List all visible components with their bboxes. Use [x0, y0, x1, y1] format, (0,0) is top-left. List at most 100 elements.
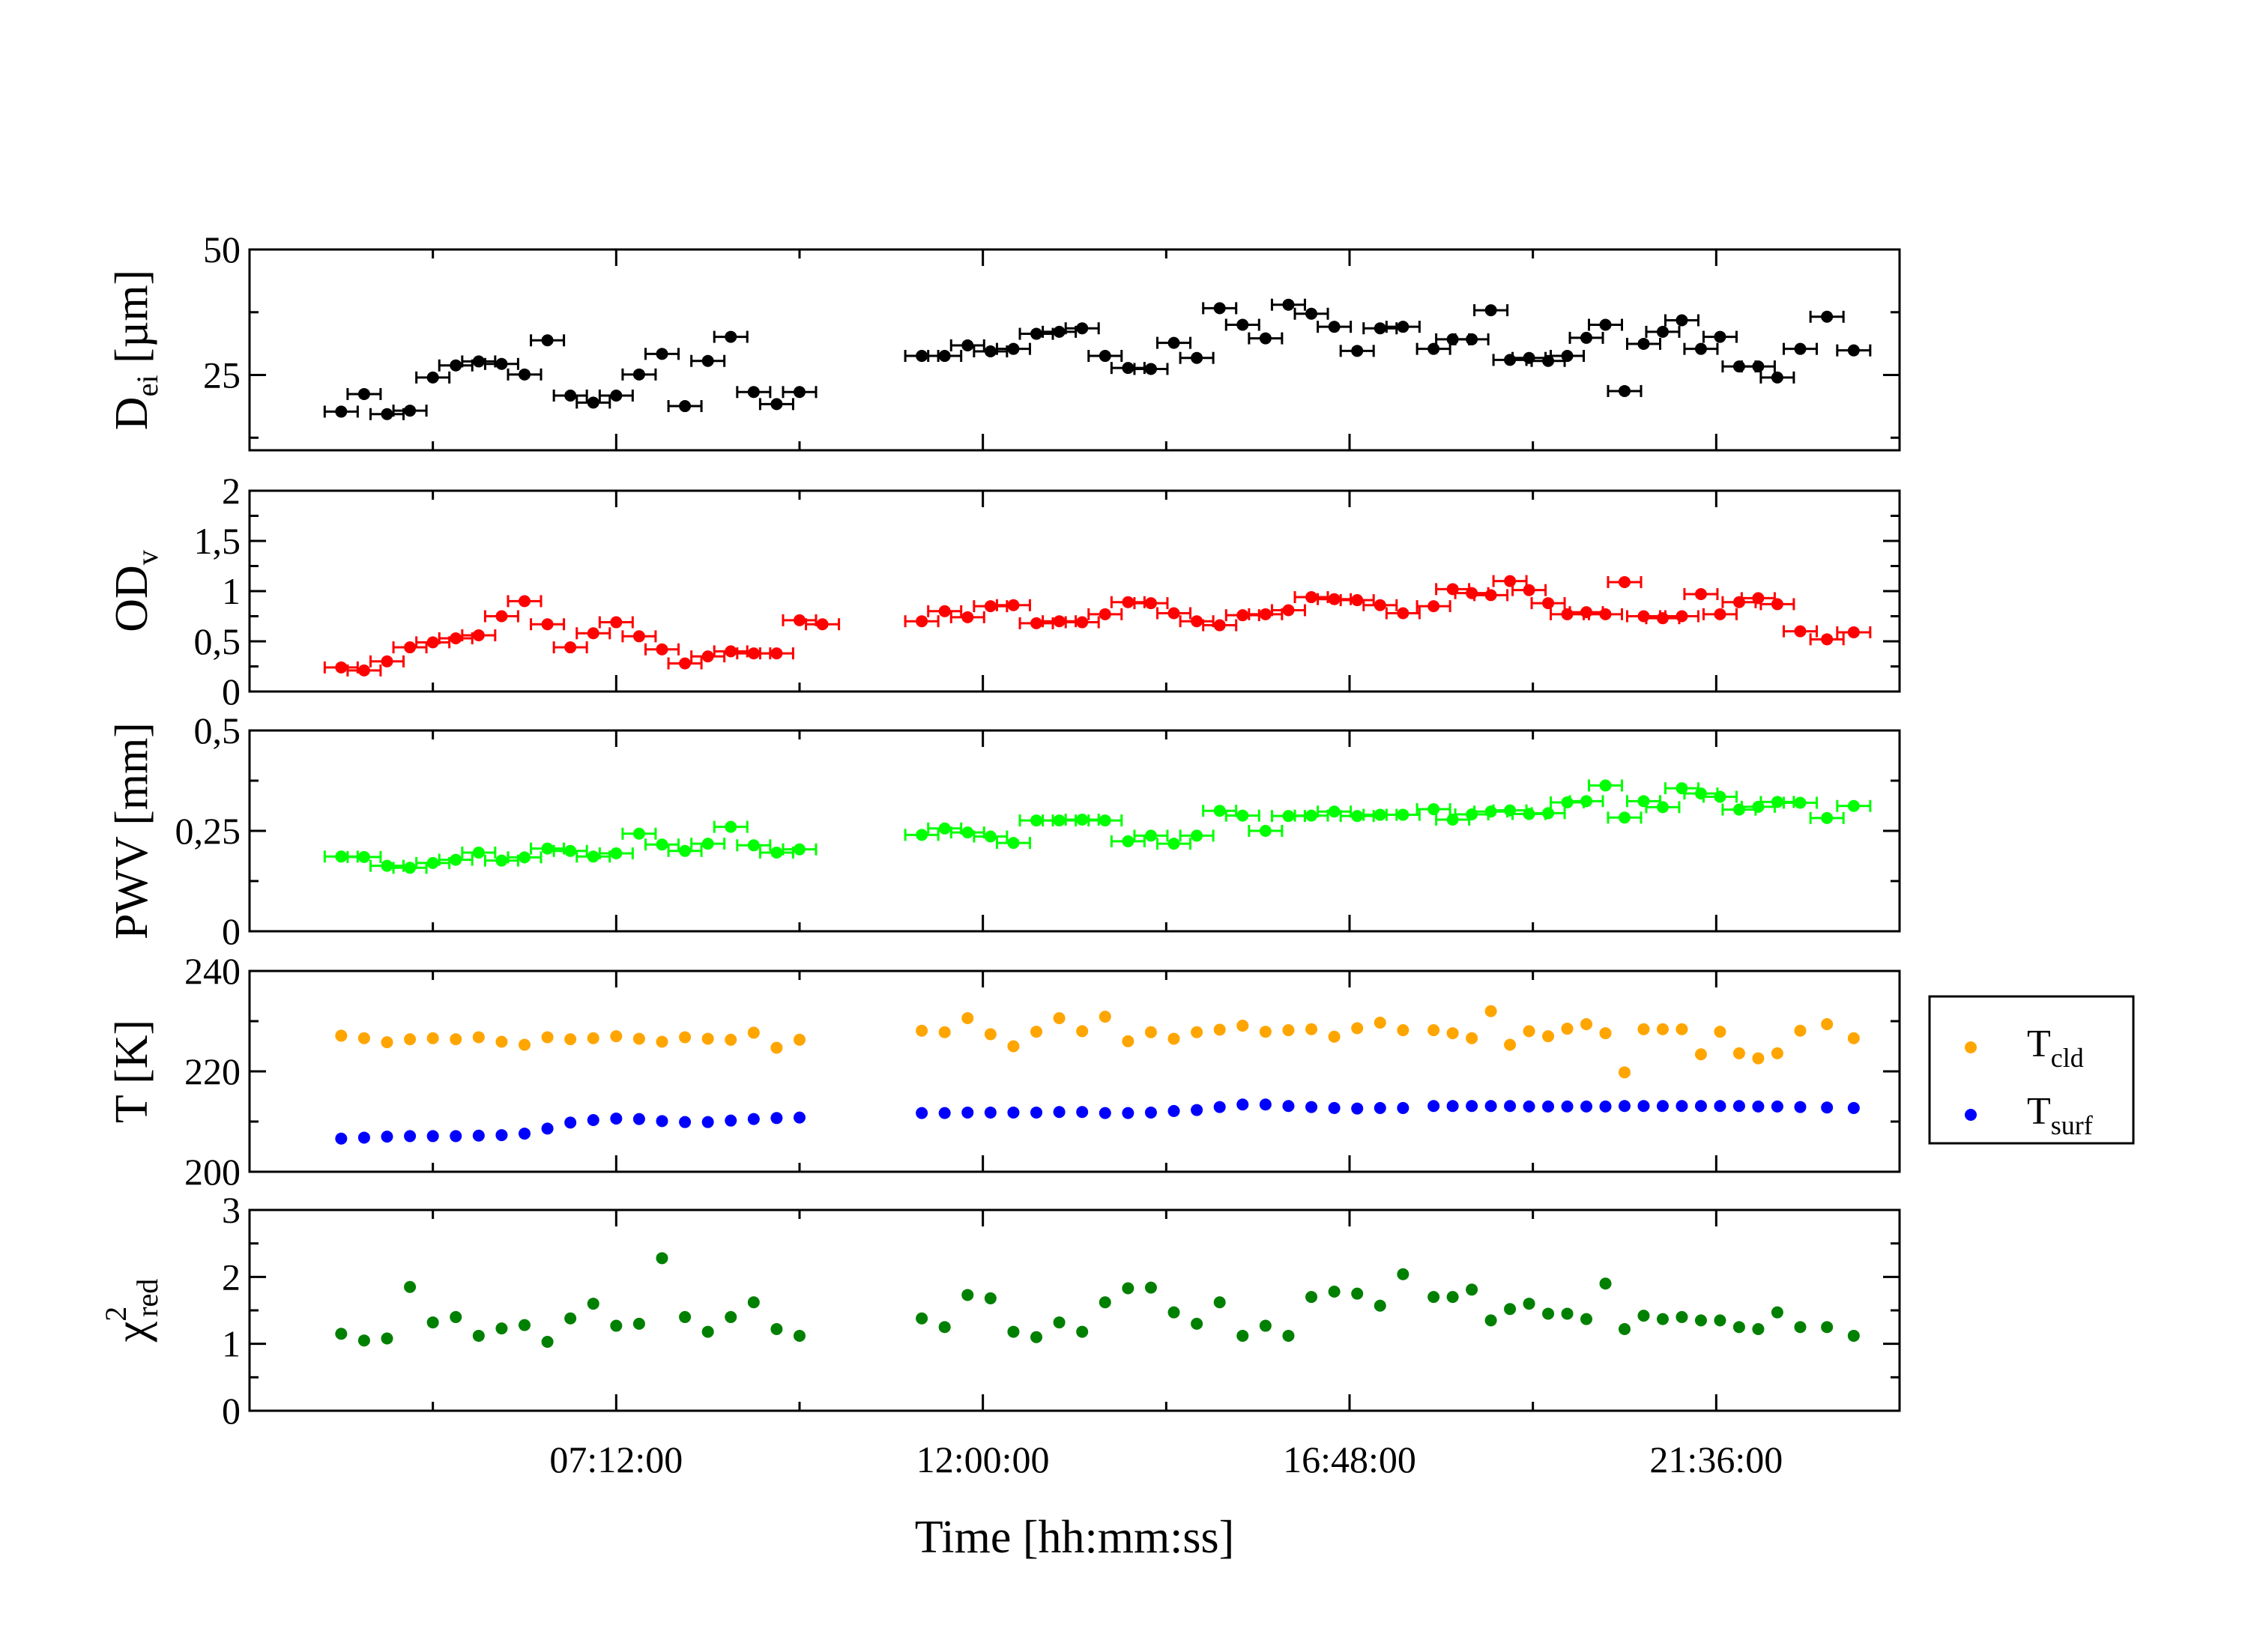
y-tick-label: 0 [222, 1390, 241, 1432]
series-1 [335, 1252, 1860, 1348]
data-point [1580, 331, 1593, 344]
data-point [357, 1334, 370, 1347]
data-point [426, 636, 439, 649]
data-point [1191, 829, 1203, 842]
series-2 [335, 1098, 1860, 1145]
data-point [632, 1317, 645, 1330]
data-point [1637, 1023, 1650, 1035]
data-point [1427, 1100, 1440, 1113]
data-point [1619, 1066, 1631, 1079]
data-point [1599, 1277, 1612, 1290]
data-point [472, 1129, 485, 1142]
data-point [1752, 592, 1765, 605]
data-point [1397, 808, 1409, 821]
data-point [1714, 1100, 1726, 1113]
data-point [961, 611, 974, 623]
panel-frame [248, 489, 1901, 693]
data-point [519, 1319, 531, 1331]
data-point [1504, 354, 1517, 366]
data-point [1847, 344, 1860, 357]
data-point [1099, 1107, 1111, 1119]
data-point [1053, 1011, 1066, 1024]
data-point [1771, 1100, 1783, 1113]
data-point [938, 605, 951, 617]
panel-frame [248, 729, 1901, 933]
data-point [1328, 1030, 1341, 1043]
data-point [961, 1106, 974, 1119]
y-axis-label-sub: ei [130, 375, 164, 397]
data-point [1213, 1023, 1226, 1036]
data-point [1191, 1104, 1203, 1116]
data-point [1637, 610, 1650, 623]
data-point [1676, 1023, 1688, 1035]
data-point [632, 1032, 645, 1045]
legend-label: Tcld [2027, 1023, 2084, 1073]
data-point [1484, 805, 1497, 818]
data-point [1794, 1321, 1807, 1334]
data-point [1282, 810, 1295, 823]
data-point [1427, 803, 1440, 816]
data-point [701, 354, 714, 367]
data-point [1305, 1101, 1318, 1113]
panel-3: 0 0,25 0,5 PWV [mm] [106, 709, 1901, 952]
data-point [1030, 1106, 1043, 1119]
data-point [701, 1032, 714, 1045]
data-point [1167, 1104, 1180, 1117]
data-point [381, 655, 393, 668]
data-point [1282, 1024, 1295, 1037]
data-point [1007, 1325, 1020, 1338]
data-point [610, 847, 623, 860]
data-point [770, 1112, 783, 1125]
data-point [495, 610, 508, 623]
data-point [1821, 1018, 1834, 1031]
data-point [938, 350, 951, 363]
panel-2: 0 0,5 1 1,5 2 ODv [106, 470, 1901, 712]
legend-label-main: T [2027, 1090, 2051, 1133]
data-point [1714, 608, 1726, 620]
data-point [961, 1289, 974, 1301]
data-point [1305, 591, 1318, 604]
data-point [1446, 1027, 1459, 1040]
data-point [1523, 1298, 1535, 1310]
data-point [1351, 810, 1364, 823]
panel-1: 25 50 Dei [µm] [106, 229, 1901, 452]
data-point [1446, 1291, 1459, 1304]
data-point [495, 854, 508, 867]
data-point [701, 650, 714, 663]
data-point [1213, 619, 1226, 632]
data-point [1305, 1291, 1318, 1304]
data-point [357, 850, 370, 863]
data-point [541, 618, 554, 631]
data-point [1374, 1299, 1386, 1312]
data-point [1007, 1040, 1020, 1053]
data-point [656, 838, 668, 851]
data-point [1542, 1307, 1555, 1320]
data-point [1752, 1100, 1765, 1113]
data-point [1523, 1025, 1535, 1038]
data-point [404, 405, 417, 417]
data-point [357, 1032, 370, 1044]
x-tick-label: 07:12:00 [549, 1438, 683, 1480]
data-point [335, 405, 348, 418]
data-point [1282, 1329, 1295, 1342]
data-point [1236, 1098, 1249, 1111]
data-point [1076, 1025, 1089, 1038]
data-point [1466, 1283, 1478, 1296]
data-point [1007, 837, 1020, 850]
data-point [1305, 809, 1318, 822]
data-point [1580, 606, 1593, 619]
data-point [1167, 336, 1180, 349]
data-point [1794, 342, 1807, 355]
data-point [1076, 322, 1089, 335]
data-point [1752, 360, 1765, 373]
data-point [747, 647, 760, 660]
y-tick-label: 2 [222, 1256, 241, 1298]
data-point [984, 1292, 997, 1304]
data-point [381, 1332, 393, 1345]
y-axis-label: χ2red [99, 1279, 164, 1343]
data-point [1213, 1296, 1226, 1309]
data-point [1637, 1310, 1650, 1322]
data-point [1351, 345, 1364, 357]
data-point [1427, 600, 1440, 613]
